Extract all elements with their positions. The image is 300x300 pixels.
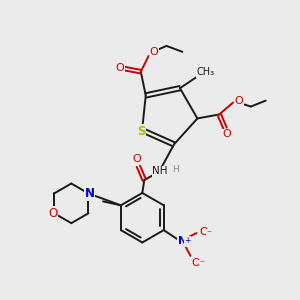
Text: N: N [178,236,187,246]
Text: O: O [235,96,243,106]
Text: O: O [223,129,232,139]
Text: +: + [184,236,191,245]
Text: CH₃: CH₃ [196,67,215,77]
Text: O: O [149,47,158,57]
Text: O: O [116,63,124,73]
Text: H: H [172,165,178,174]
Text: S: S [137,125,146,138]
Text: N: N [85,187,94,200]
Text: O: O [191,258,200,268]
Text: NH: NH [152,166,168,176]
Text: ⁻: ⁻ [207,229,212,239]
Text: ⁻: ⁻ [200,259,205,269]
Text: O: O [132,154,141,164]
Text: O: O [199,227,208,237]
Text: O: O [49,207,58,220]
